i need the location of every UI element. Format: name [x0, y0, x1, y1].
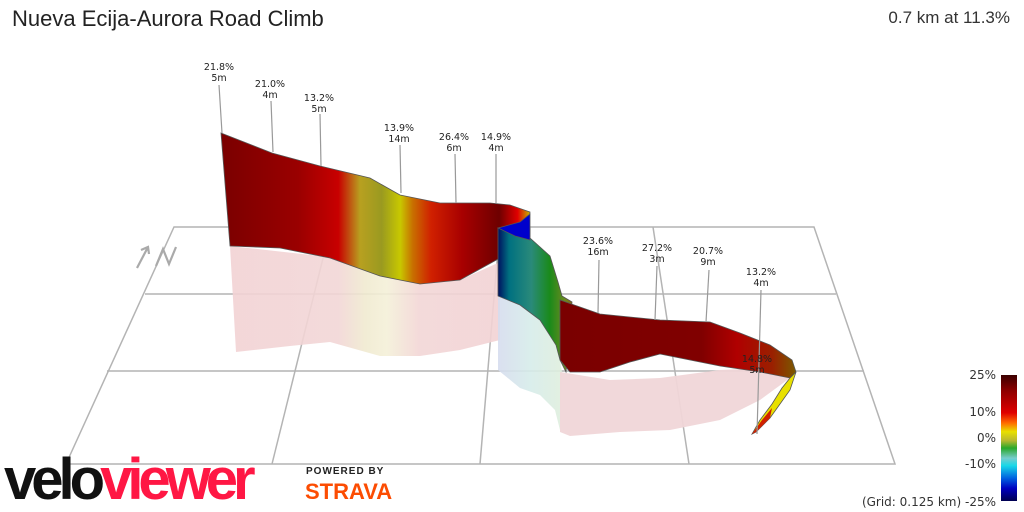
annotation-grade: 13.9% — [384, 123, 414, 134]
legend-label-minus10: -10% — [964, 457, 996, 471]
north-arrow-icon — [136, 245, 178, 269]
powered-by-label: POWERED BY — [306, 466, 385, 477]
strava-logo[interactable]: STRAVA — [305, 479, 393, 504]
annotation-grade: 27.2% — [642, 243, 672, 254]
annotation-length: 6m — [446, 143, 461, 154]
page-title: Nueva Ecija-Aurora Road Climb — [12, 6, 324, 31]
annotation-grade: 20.7% — [693, 246, 723, 257]
annotation-length: 4m — [488, 143, 503, 154]
annotation-grade: 13.2% — [746, 267, 776, 278]
elevation-wall-tail-red — [752, 408, 772, 434]
annotation-grade: 21.8% — [204, 62, 234, 73]
legend-label-0: 0% — [976, 431, 996, 445]
annotation-length: 4m — [753, 278, 768, 289]
legend-label-10: 10% — [969, 405, 996, 419]
elevation-shadow-1 — [230, 246, 500, 356]
grade-annotations: 21.8% 5m 21.0% 4m 13.2% 5m 13.9% 14m 26.… — [204, 62, 776, 376]
annotation-length: 9m — [700, 257, 715, 268]
annotation-length: 4m — [262, 90, 277, 101]
legend-label-min: -25% — [964, 495, 996, 509]
annotation-length: 14m — [388, 134, 409, 145]
annotation-length: 16m — [587, 247, 608, 258]
elevation-wall-3 — [559, 299, 797, 379]
annotation-length: 5m — [749, 365, 764, 376]
annotation-grade: 14.9% — [481, 132, 511, 143]
logo-velo-text: velo — [4, 447, 105, 512]
grid-scale-note: (Grid: 0.125 km) — [861, 495, 962, 509]
annotation-leaders — [218, 84, 762, 435]
elevation-shadow-3 — [560, 368, 790, 436]
annotation-length: 5m — [311, 104, 326, 115]
annotation-grade: 14.8% — [742, 354, 772, 365]
grade-color-scale — [1001, 375, 1017, 501]
logo-viewer-text: viewer — [100, 447, 256, 512]
elevation-wall-2-top — [496, 213, 531, 241]
climb-summary: 0.7 km at 11.3% — [888, 8, 1010, 27]
annotation-grade: 23.6% — [583, 236, 613, 247]
legend-label-max: 25% — [969, 368, 996, 382]
annotation-grade: 13.2% — [304, 93, 334, 104]
annotation-length: 3m — [649, 254, 664, 265]
annotation-length: 5m — [211, 73, 226, 84]
veloviewer-logo[interactable]: veloviewer — [4, 451, 256, 509]
annotation-grade: 21.0% — [255, 79, 285, 90]
legend-footer: (Grid: 0.125 km) -25% — [862, 495, 996, 509]
annotation-grade: 26.4% — [439, 132, 469, 143]
